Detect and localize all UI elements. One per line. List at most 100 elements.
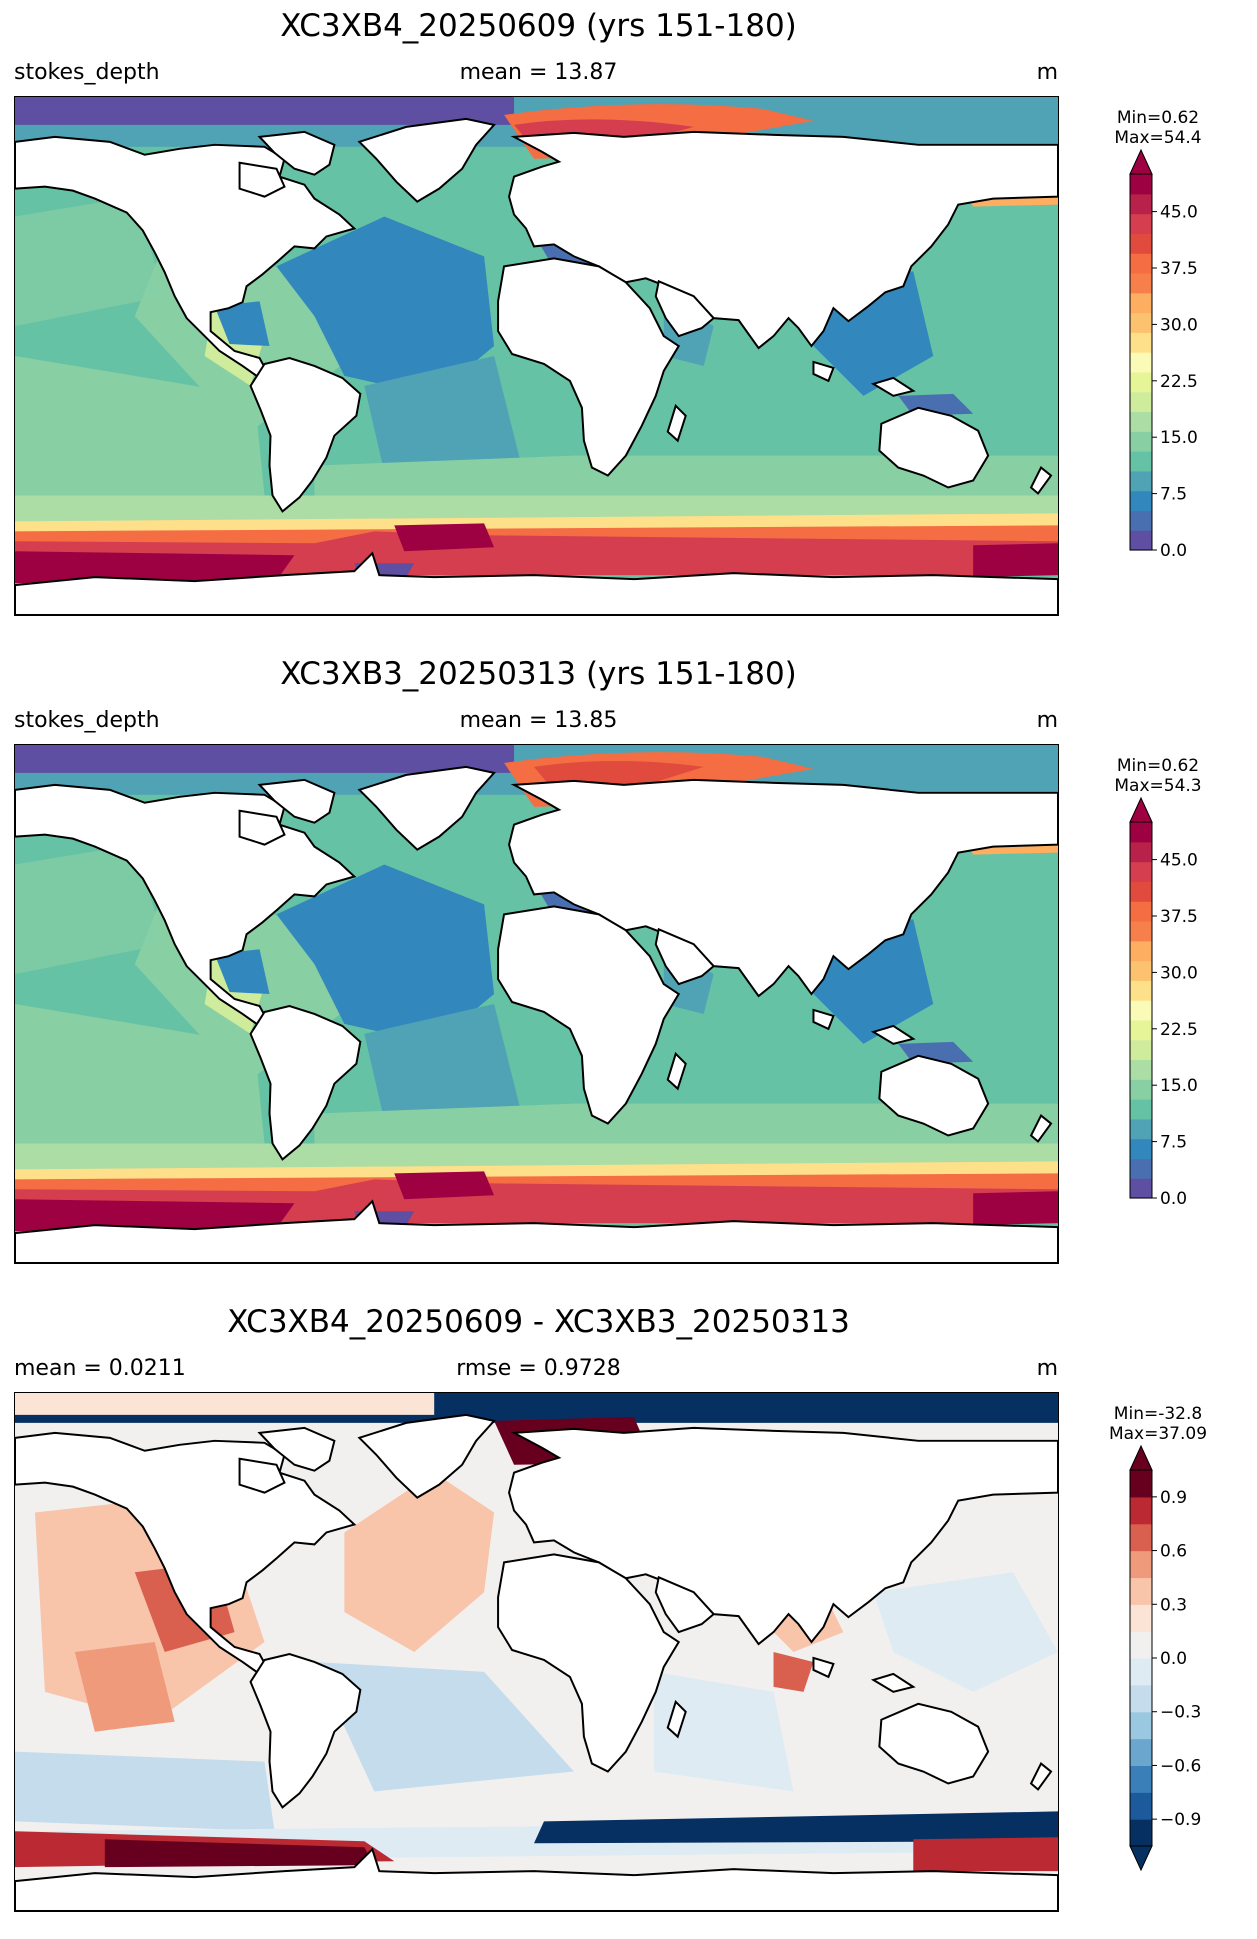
colorbar-tick-label: 7.5 (1160, 1133, 1187, 1153)
colorbar-segment (1130, 920, 1152, 942)
colorbar-segment (1130, 1158, 1152, 1179)
mean-label: mean = 13.87 (459, 60, 618, 85)
colorbar-segment (1130, 352, 1152, 373)
variable-label: stokes_depth (14, 708, 160, 733)
colorbar-tick-label: 45.0 (1160, 203, 1198, 223)
colorbar-segment (1130, 490, 1152, 512)
colorbar-segment (1130, 960, 1152, 981)
colorbar-segment (1130, 1550, 1152, 1579)
colorbar-segment (1130, 312, 1152, 333)
colorbar-segment (1130, 174, 1152, 195)
colorbar-segment (1130, 332, 1152, 353)
colorbar-tick-label: 15.0 (1160, 1076, 1198, 1096)
colorbar-segment (1130, 1138, 1152, 1160)
colorbar-tick-label: 30.0 (1160, 315, 1198, 335)
colorbar-segment (1130, 272, 1152, 294)
colorbar-tick-label: 22.5 (1160, 372, 1198, 392)
panel-title: XC3XB4_20250609 (yrs 151-180) (280, 8, 797, 44)
min-value: Min=-32.8 (1113, 1404, 1203, 1424)
panel-title: XC3XB4_20250609 - XC3XB3_20250313 (227, 1304, 850, 1340)
colorbar-segment (1130, 1765, 1152, 1793)
min-max-box: Min=0.62 Max=54.4 (1098, 108, 1218, 148)
colorbar-frame (1129, 173, 1153, 551)
colorbar-segment (1130, 1039, 1152, 1061)
max-value: Max=37.09 (1108, 1424, 1208, 1444)
rmse-label: rmse = 0.9728 (456, 1356, 621, 1381)
colorbar-extend-max (1129, 1444, 1153, 1471)
colorbar-segment (1130, 193, 1152, 215)
colorbar-segment (1130, 530, 1152, 551)
colorbar-svg: 0.0 7.5 15.0 22.5 30.0 37.5 45.0 (1129, 148, 1198, 561)
colorbar-tick-label: −0.9 (1160, 1810, 1201, 1830)
colorbar-tick-label: −0.3 (1160, 1703, 1201, 1723)
colorbar-tick-label: 0.0 (1160, 541, 1187, 561)
colorbar-tick-label: 0.3 (1160, 1595, 1187, 1615)
panel-1: XC3XB4_20250609 (yrs 151-180) stokes_dep… (0, 0, 1257, 640)
colorbar-segment (1130, 1577, 1152, 1605)
units-label: m (1036, 1356, 1058, 1381)
colorbar-segment (1130, 470, 1152, 492)
map-stokes-depth-xc3xb4 (14, 96, 1059, 616)
panel-3: XC3XB4_20250609 - XC3XB3_20250313 mean =… (0, 1296, 1257, 1936)
colorbar-segment (1130, 861, 1152, 882)
colorbar-tick-label: 22.5 (1160, 1020, 1198, 1040)
colorbar-segment (1130, 451, 1152, 472)
mean-label: mean = 13.85 (459, 708, 618, 733)
colorbar-segment (1130, 371, 1152, 393)
variable-label: stokes_depth (14, 60, 160, 85)
min-max-box: Min=-32.8 Max=37.09 (1098, 1404, 1218, 1444)
colorbar-tick-label: 37.5 (1160, 907, 1198, 927)
max-value: Max=54.3 (1114, 776, 1202, 796)
colorbar-segment (1130, 940, 1152, 962)
colorbar-segment (1130, 841, 1152, 863)
colorbar-segment (1130, 1792, 1152, 1820)
colorbar-segment (1130, 1684, 1152, 1713)
colorbar-segment (1130, 1059, 1152, 1080)
colorbar-segment (1130, 292, 1152, 314)
colorbar-tick-label: 0.6 (1160, 1542, 1187, 1562)
colorbar-tick-label: 45.0 (1160, 851, 1198, 871)
colorbar-segment (1130, 1178, 1152, 1199)
colorbar-extend-min (1129, 1845, 1153, 1872)
colorbar-segment (1130, 881, 1152, 902)
colorbar-segment (1130, 233, 1152, 254)
map-difference (14, 1392, 1059, 1912)
colorbar-segment (1130, 411, 1152, 432)
colorbar-segment (1130, 1523, 1152, 1552)
colorbar-extend-max (1129, 796, 1153, 823)
units-label: m (1036, 60, 1058, 85)
colorbar-segment (1130, 1604, 1152, 1632)
colorbar-segment (1130, 1099, 1152, 1120)
colorbar-tick-label: 37.5 (1160, 259, 1198, 279)
units-label: m (1036, 708, 1058, 733)
colorbar-segment (1130, 1819, 1152, 1847)
colorbar-segment (1130, 1711, 1152, 1740)
colorbar-frame (1129, 821, 1153, 1199)
panel-title: XC3XB3_20250313 (yrs 151-180) (280, 656, 797, 692)
colorbar-tick-label: 7.5 (1160, 485, 1187, 505)
colorbar-segment (1130, 253, 1152, 274)
colorbar-segment (1130, 1631, 1152, 1659)
colorbar-segment (1130, 1738, 1152, 1767)
colorbar-segment (1130, 901, 1152, 922)
colorbar-segment (1130, 391, 1152, 413)
colorbar: 0.0 7.5 15.0 22.5 30.0 37.5 45.0 (1129, 148, 1257, 570)
colorbar: 0.0 7.5 15.0 22.5 30.0 37.5 45.0 (1129, 796, 1257, 1218)
min-value: Min=0.62 (1116, 756, 1200, 776)
colorbar-segment (1130, 510, 1152, 531)
colorbar: −0.9 −0.6 −0.3 0.0 0.3 0.6 0.9 (1129, 1444, 1257, 1872)
colorbar-tick-label: −0.6 (1160, 1756, 1201, 1776)
max-value: Max=54.4 (1114, 128, 1202, 148)
map-stokes-depth-xc3xb3 (14, 744, 1059, 1264)
colorbar-segment (1130, 980, 1152, 1001)
colorbar-segment (1130, 822, 1152, 843)
mean-label: mean = 0.0211 (14, 1356, 186, 1381)
colorbar-svg: 0.0 7.5 15.0 22.5 30.0 37.5 45.0 (1129, 796, 1198, 1209)
colorbar-extend-max (1129, 148, 1153, 175)
colorbar-tick-label: 0.0 (1160, 1189, 1187, 1209)
colorbar-tick-label: 30.0 (1160, 963, 1198, 983)
colorbar-segment (1130, 1000, 1152, 1021)
colorbar-tick-label: 0.0 (1160, 1649, 1187, 1669)
colorbar-tick-label: 0.9 (1160, 1488, 1187, 1508)
colorbar-svg: −0.9 −0.6 −0.3 0.0 0.3 0.6 0.9 (1129, 1444, 1201, 1872)
